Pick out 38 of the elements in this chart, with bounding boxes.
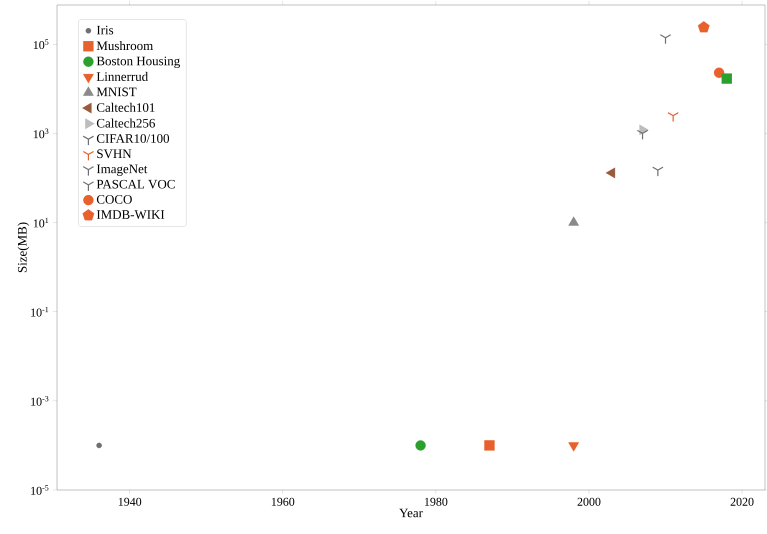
- point: [667, 112, 679, 122]
- legend-label: Mushroom: [96, 40, 154, 50]
- y-tick-label: 10$^{1}$: [34, 218, 48, 228]
- legend-label: Linnerrud: [96, 72, 148, 81]
- x-tick-label: 1960: [272, 498, 294, 506]
- legend-label: COCO: [96, 195, 132, 204]
- legend-label: Caltech101: [96, 102, 155, 112]
- legend-label: SVHN: [97, 149, 132, 158]
- legend-label: MNIST: [96, 88, 136, 96]
- x-tick-label: 1980: [424, 498, 448, 506]
- legend-label: Boston Housing: [96, 56, 180, 68]
- point: [606, 168, 616, 178]
- x-axis-title: Year: [399, 508, 423, 518]
- legend-label: IMDB-WIKI: [96, 210, 164, 219]
- point: [652, 166, 664, 177]
- point: [96, 442, 102, 448]
- x-tick-label: 2000: [578, 498, 600, 506]
- point: [714, 68, 724, 78]
- point: [660, 34, 672, 44]
- x-tick-label: 2020: [730, 498, 754, 506]
- point: [698, 21, 710, 32]
- point: [568, 442, 580, 452]
- y-axis-title: Size(MB): [18, 222, 30, 272]
- legend-label: CIFAR10/100: [96, 134, 170, 143]
- point: [636, 130, 648, 140]
- y-tick-label: 10$^{-5}$: [31, 485, 48, 495]
- legend-label: Caltech256: [96, 118, 155, 128]
- legend-label: PASCAL VOC: [96, 180, 175, 189]
- legend-label: ImageNet: [96, 164, 148, 176]
- x-tick-label: 1940: [118, 498, 142, 506]
- point: [415, 440, 426, 451]
- y-tick-label: 10$^{3}$: [34, 128, 48, 138]
- y-tick-label: 10$^{-1}$: [31, 306, 48, 317]
- y-tick-label: 10$^{5}$: [34, 39, 48, 50]
- legend-label: Iris: [96, 26, 114, 34]
- point: [484, 440, 495, 451]
- point: [722, 73, 732, 84]
- y-tick-label: 10$^{-3}$: [31, 396, 48, 406]
